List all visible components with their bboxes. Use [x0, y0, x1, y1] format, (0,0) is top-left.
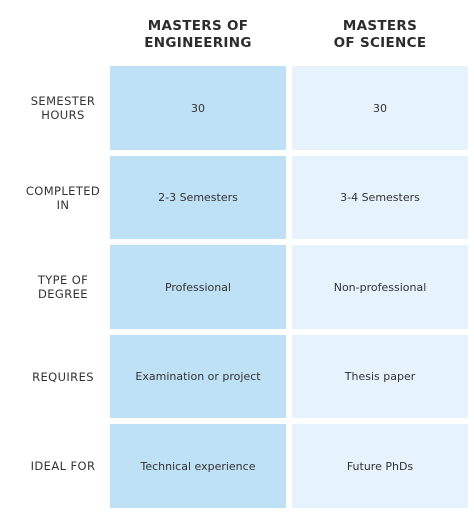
- row-label-text: TYPE OF DEGREE: [37, 273, 89, 301]
- cell-text: Examination or project: [135, 370, 261, 383]
- column-header-engineering: MASTERS OF ENGINEERING: [110, 14, 286, 56]
- row-label-semester-hours: SEMESTER HOURS: [8, 66, 118, 150]
- cell-text: Non-professional: [333, 280, 427, 294]
- cell-text: 3-4 Semesters: [340, 191, 420, 204]
- row-label-text: COMPLETED IN: [25, 183, 101, 212]
- cell-engineering-semester-hours: 30: [110, 66, 286, 150]
- cell-text: Professional: [164, 280, 232, 294]
- cell-engineering-type-of-degree: Professional: [110, 245, 286, 329]
- cell-science-completed-in: 3-4 Semesters: [292, 156, 468, 239]
- cell-text: Future PhDs: [346, 459, 414, 473]
- row-label-requires: REQUIRES: [8, 335, 118, 418]
- cell-text: 30: [373, 101, 387, 115]
- cell-engineering-ideal-for: Technical experience: [110, 424, 286, 508]
- row-label-text: REQUIRES: [32, 369, 94, 384]
- row-label-completed-in: COMPLETED IN: [8, 156, 118, 239]
- column-header-engineering-text: MASTERS OF ENGINEERING: [144, 18, 252, 51]
- cell-text: Technical experience: [140, 459, 256, 473]
- cell-science-requires: Thesis paper: [292, 335, 468, 418]
- cell-text: 30: [191, 101, 205, 115]
- column-header-science: MASTERS OF SCIENCE: [292, 14, 468, 56]
- row-label-text: IDEAL FOR: [30, 459, 96, 473]
- cell-science-type-of-degree: Non-professional: [292, 245, 468, 329]
- row-label-ideal-for: IDEAL FOR: [8, 424, 118, 508]
- cell-text: Thesis paper: [344, 370, 416, 383]
- row-label-type-of-degree: TYPE OF DEGREE: [8, 245, 118, 329]
- column-header-science-text: MASTERS OF SCIENCE: [333, 18, 427, 51]
- cell-text: 2-3 Semesters: [158, 191, 238, 204]
- cell-engineering-completed-in: 2-3 Semesters: [110, 156, 286, 239]
- cell-science-semester-hours: 30: [292, 66, 468, 150]
- cell-engineering-requires: Examination or project: [110, 335, 286, 418]
- row-label-text: SEMESTER HOURS: [30, 94, 96, 122]
- cell-science-ideal-for: Future PhDs: [292, 424, 468, 508]
